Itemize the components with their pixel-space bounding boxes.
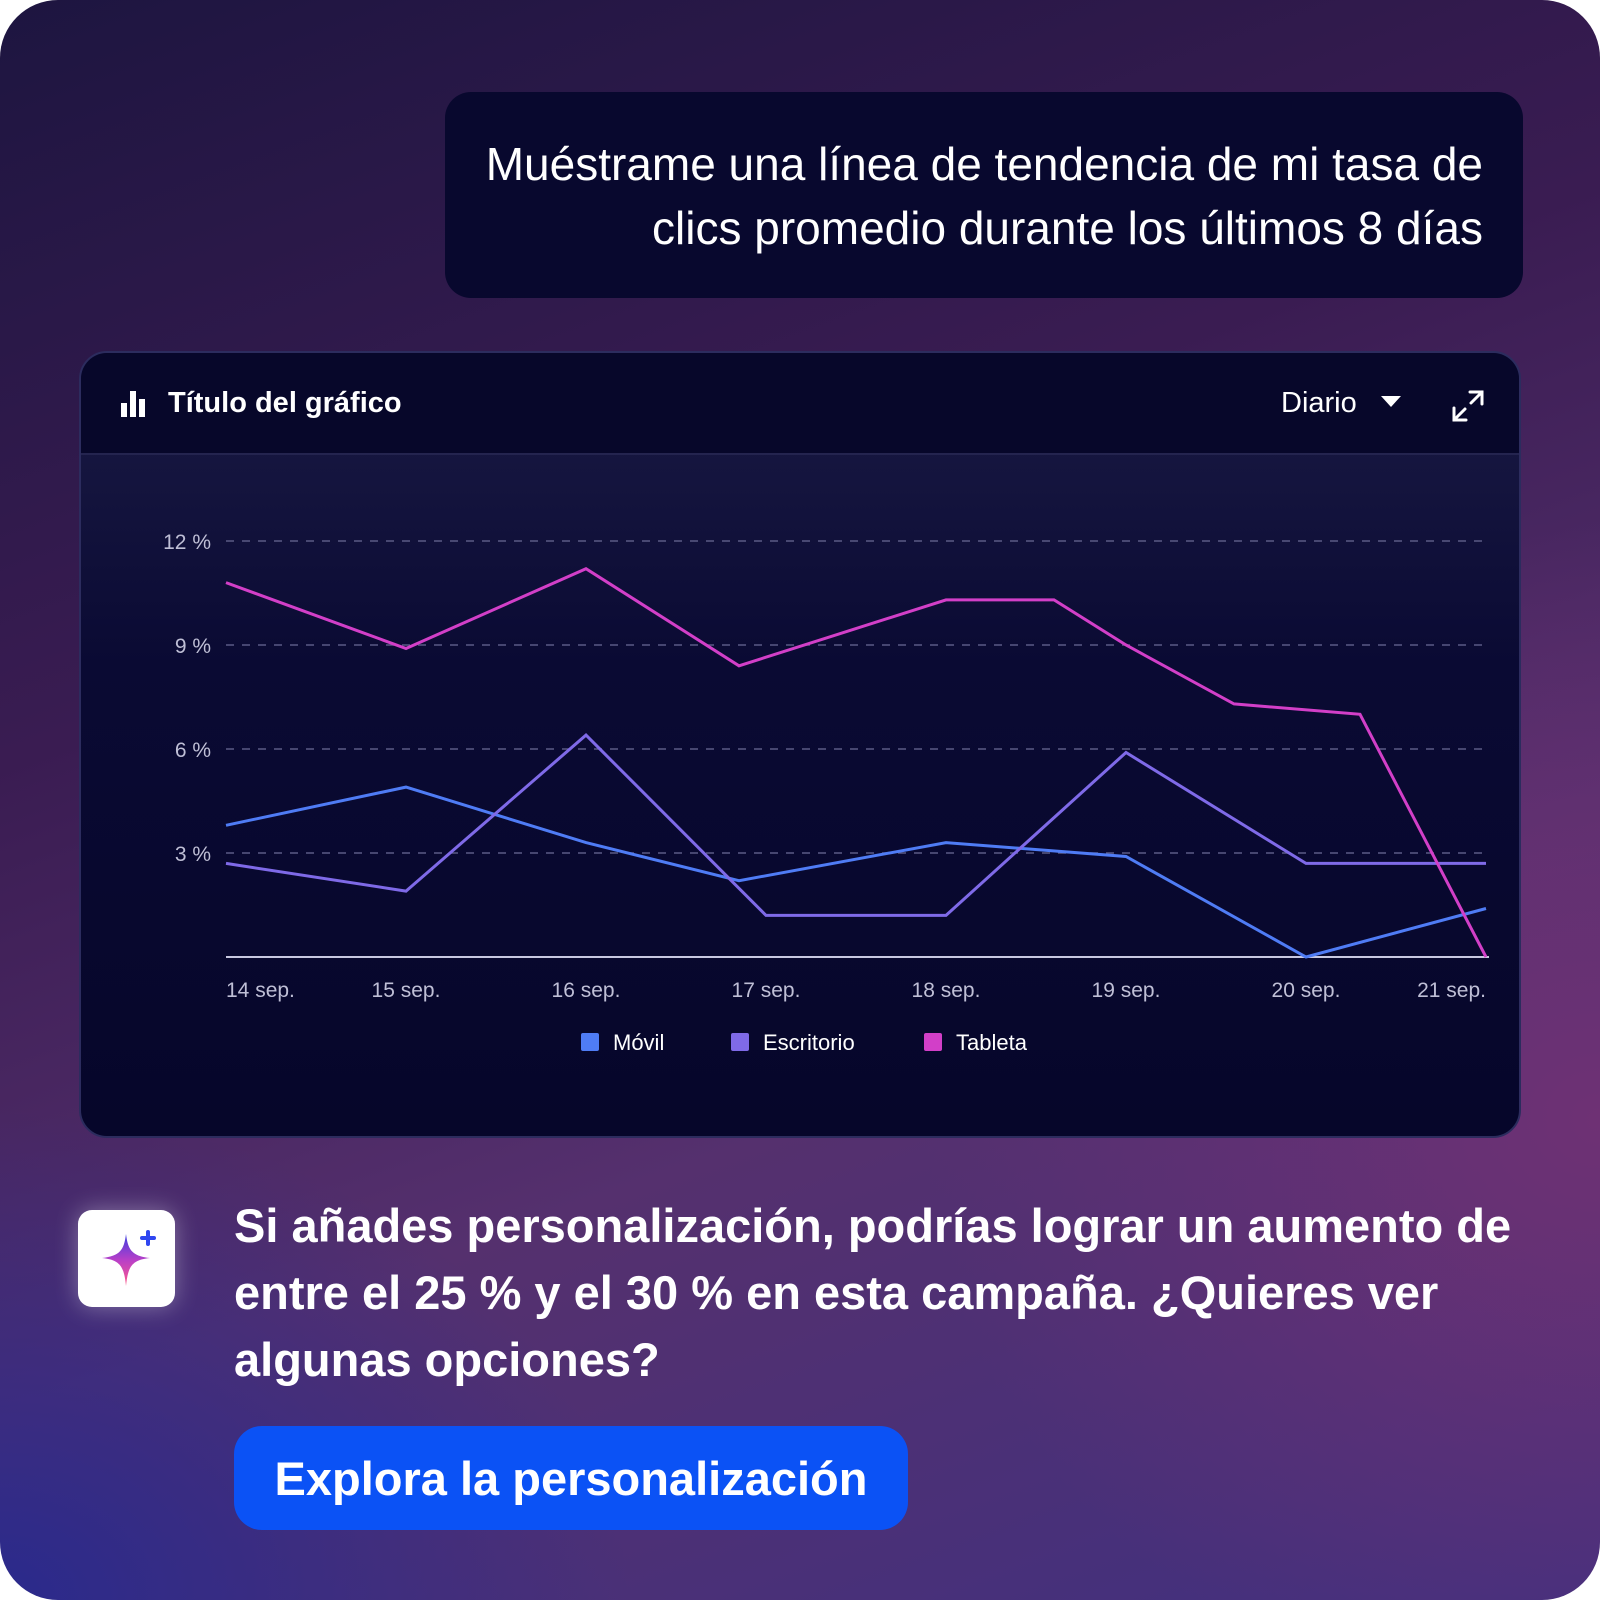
period-dropdown-label: Diario bbox=[1281, 387, 1357, 419]
legend-label: Tableta bbox=[956, 1030, 1028, 1055]
legend-label: Móvil bbox=[613, 1030, 664, 1055]
legend-label: Escritorio bbox=[763, 1030, 855, 1055]
chart-card-header: Título del gráfico Diario bbox=[81, 353, 1519, 455]
x-tick-label: 14 sep. bbox=[226, 979, 295, 1002]
x-tick-label: 21 sep. bbox=[1417, 979, 1486, 1002]
series-line-tableta bbox=[225, 567, 1488, 958]
expand-icon[interactable] bbox=[1451, 389, 1485, 423]
user-prompt-text: Muéstrame una línea de tendencia de mi t… bbox=[485, 138, 1483, 254]
y-tick-label: 9 % bbox=[175, 635, 211, 658]
x-tick-label: 20 sep. bbox=[1272, 979, 1341, 1002]
y-tick-label: 3 % bbox=[175, 843, 211, 866]
x-tick-label: 16 sep. bbox=[552, 979, 621, 1002]
legend-swatch bbox=[924, 1033, 942, 1051]
bar-chart-icon bbox=[121, 391, 145, 417]
chart-card: Título del gráfico Diario 3 % 6 % 9 % 12 % 1… bbox=[79, 351, 1521, 1138]
x-tick-label: 17 sep. bbox=[732, 979, 801, 1002]
series-line-móvil bbox=[225, 785, 1487, 959]
series-line-escritorio bbox=[225, 733, 1486, 917]
chart-title: Título del gráfico bbox=[168, 387, 402, 419]
user-prompt-bubble: Muéstrame una línea de tendencia de mi t… bbox=[445, 92, 1523, 298]
x-tick-label: 15 sep. bbox=[372, 979, 441, 1002]
ai-assistant-badge bbox=[78, 1210, 175, 1307]
sparkle-icon bbox=[102, 1230, 156, 1286]
ai-message: Si añades personalización, podrías logra… bbox=[234, 1199, 1512, 1386]
line-chart: 3 % 6 % 9 % 12 % 14 sep. 15 sep. 16 sep. 17 sep… bbox=[163, 531, 1489, 1055]
explore-personalization-button[interactable]: Explora la personalización bbox=[234, 1426, 908, 1530]
x-tick-label: 19 sep. bbox=[1092, 979, 1161, 1002]
x-tick-label: 18 sep. bbox=[912, 979, 981, 1002]
period-dropdown[interactable]: Diario bbox=[1281, 383, 1441, 423]
legend-swatch bbox=[581, 1033, 599, 1051]
y-tick-label: 12 % bbox=[163, 531, 211, 554]
y-tick-label: 6 % bbox=[175, 739, 211, 762]
chevron-down-icon bbox=[1381, 396, 1401, 407]
legend-swatch bbox=[731, 1033, 749, 1051]
